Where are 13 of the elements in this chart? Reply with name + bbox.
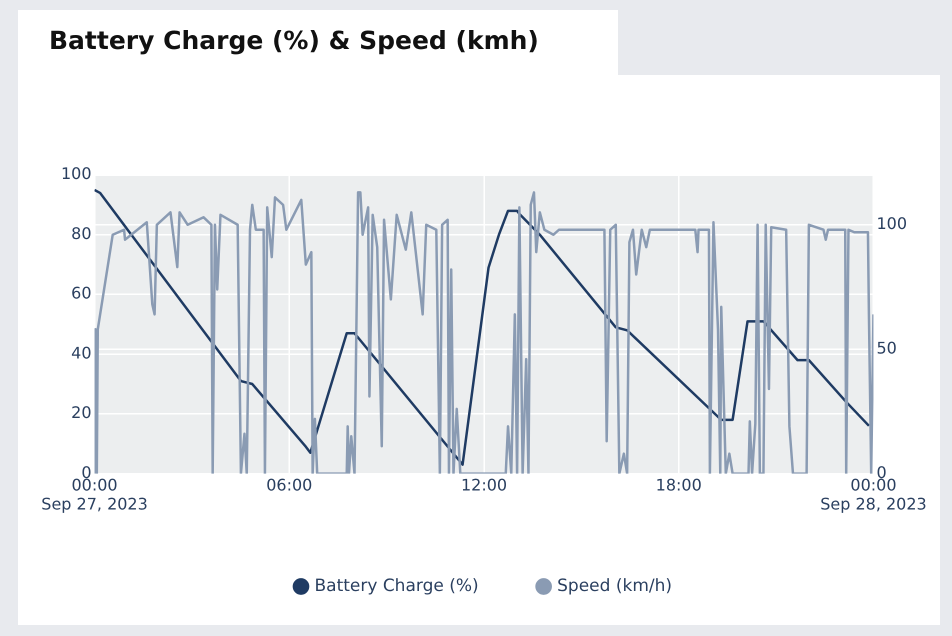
x-tick-label: 18:00	[656, 475, 702, 494]
y2-tick-label: 100	[876, 214, 908, 233]
y-tick-label: 60	[71, 284, 92, 303]
x-tick-label: 12:00	[460, 475, 508, 494]
y-tick-label: 20	[71, 403, 92, 422]
y-tick-label: 80	[71, 224, 92, 243]
legend-label: Battery Charge (%)	[314, 576, 479, 596]
y2-tick-label: 50	[876, 338, 897, 358]
x-tick-label: 06:00	[266, 475, 312, 494]
legend-label: Speed (km/h)	[557, 576, 672, 596]
y-tick-label: 40	[71, 343, 92, 362]
y-tick-label: 100	[60, 164, 92, 184]
chart-title: Battery Charge (%) & Speed (kmh)	[49, 26, 539, 55]
